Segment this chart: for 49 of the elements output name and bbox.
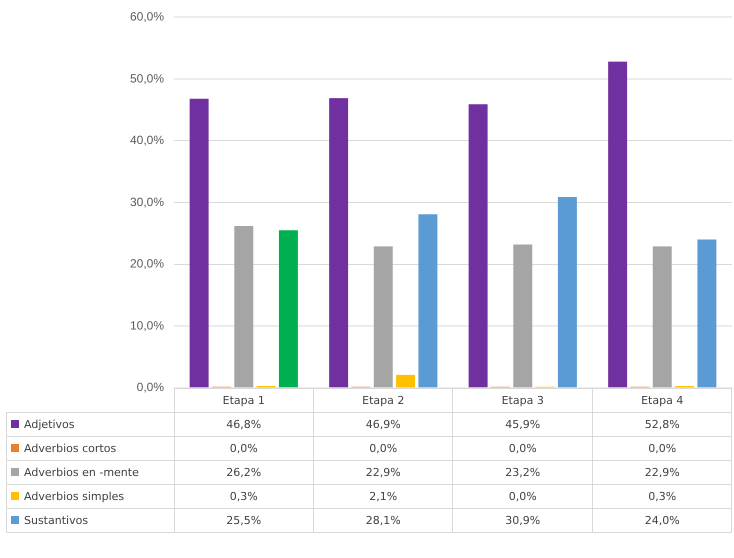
x-tick-label: Etapa 2 [314,388,453,412]
y-tick-label: 40,0% [130,133,164,148]
legend-label: Adverbios simples [6,484,174,508]
legend-label: Adverbios en -mente [6,460,174,484]
data-label: 46,9% [314,412,453,436]
y-tick-label: 10,0% [130,318,164,332]
y-tick-label: 20,0% [130,256,164,271]
x-tick-label: Etapa 1 [174,388,314,412]
y-tick-label: 50,0% [130,71,164,86]
bar [396,374,416,388]
bar [234,226,254,388]
data-label: 46,8% [174,412,314,436]
data-label: 22,9% [592,460,732,484]
y-tick-label: 60,0% [130,10,164,24]
data-label: 30,9% [452,508,592,532]
data-label: 0,3% [592,484,732,508]
legend-label: Adjetivos [6,412,174,436]
data-label: 45,9% [452,412,592,436]
bar [374,246,393,388]
data-label: 0,0% [452,436,592,460]
legend-label: Adverbios cortos [6,436,174,460]
data-label: 0,0% [592,436,732,460]
y-tick-label: 30,0% [130,194,164,209]
data-label: 26,2% [174,460,314,484]
bar [513,244,532,388]
bar [652,246,672,388]
x-tick-label: Etapa 4 [592,388,732,412]
data-label: 0,0% [174,436,314,460]
bar [697,240,716,388]
bar [190,98,209,388]
bar [278,230,298,388]
data-label: 52,8% [592,412,732,436]
y-tick-label: 0,0% [136,380,164,394]
x-tick-label: Etapa 3 [452,388,592,412]
data-label: 2,1% [314,484,453,508]
data-label: 24,0% [592,508,732,532]
data-label: 0,0% [452,484,592,508]
bar [418,214,438,388]
data-label: 22,9% [314,460,453,484]
legend-label: Sustantivos [6,508,174,532]
bar [608,62,628,388]
data-label: 0,3% [174,484,314,508]
data-label: 0,0% [314,436,453,460]
data-label: 23,2% [452,460,592,484]
bar [558,196,577,388]
bar [329,98,348,388]
data-label: 25,5% [174,508,314,532]
bar [468,104,488,388]
data-label: 28,1% [314,508,453,532]
